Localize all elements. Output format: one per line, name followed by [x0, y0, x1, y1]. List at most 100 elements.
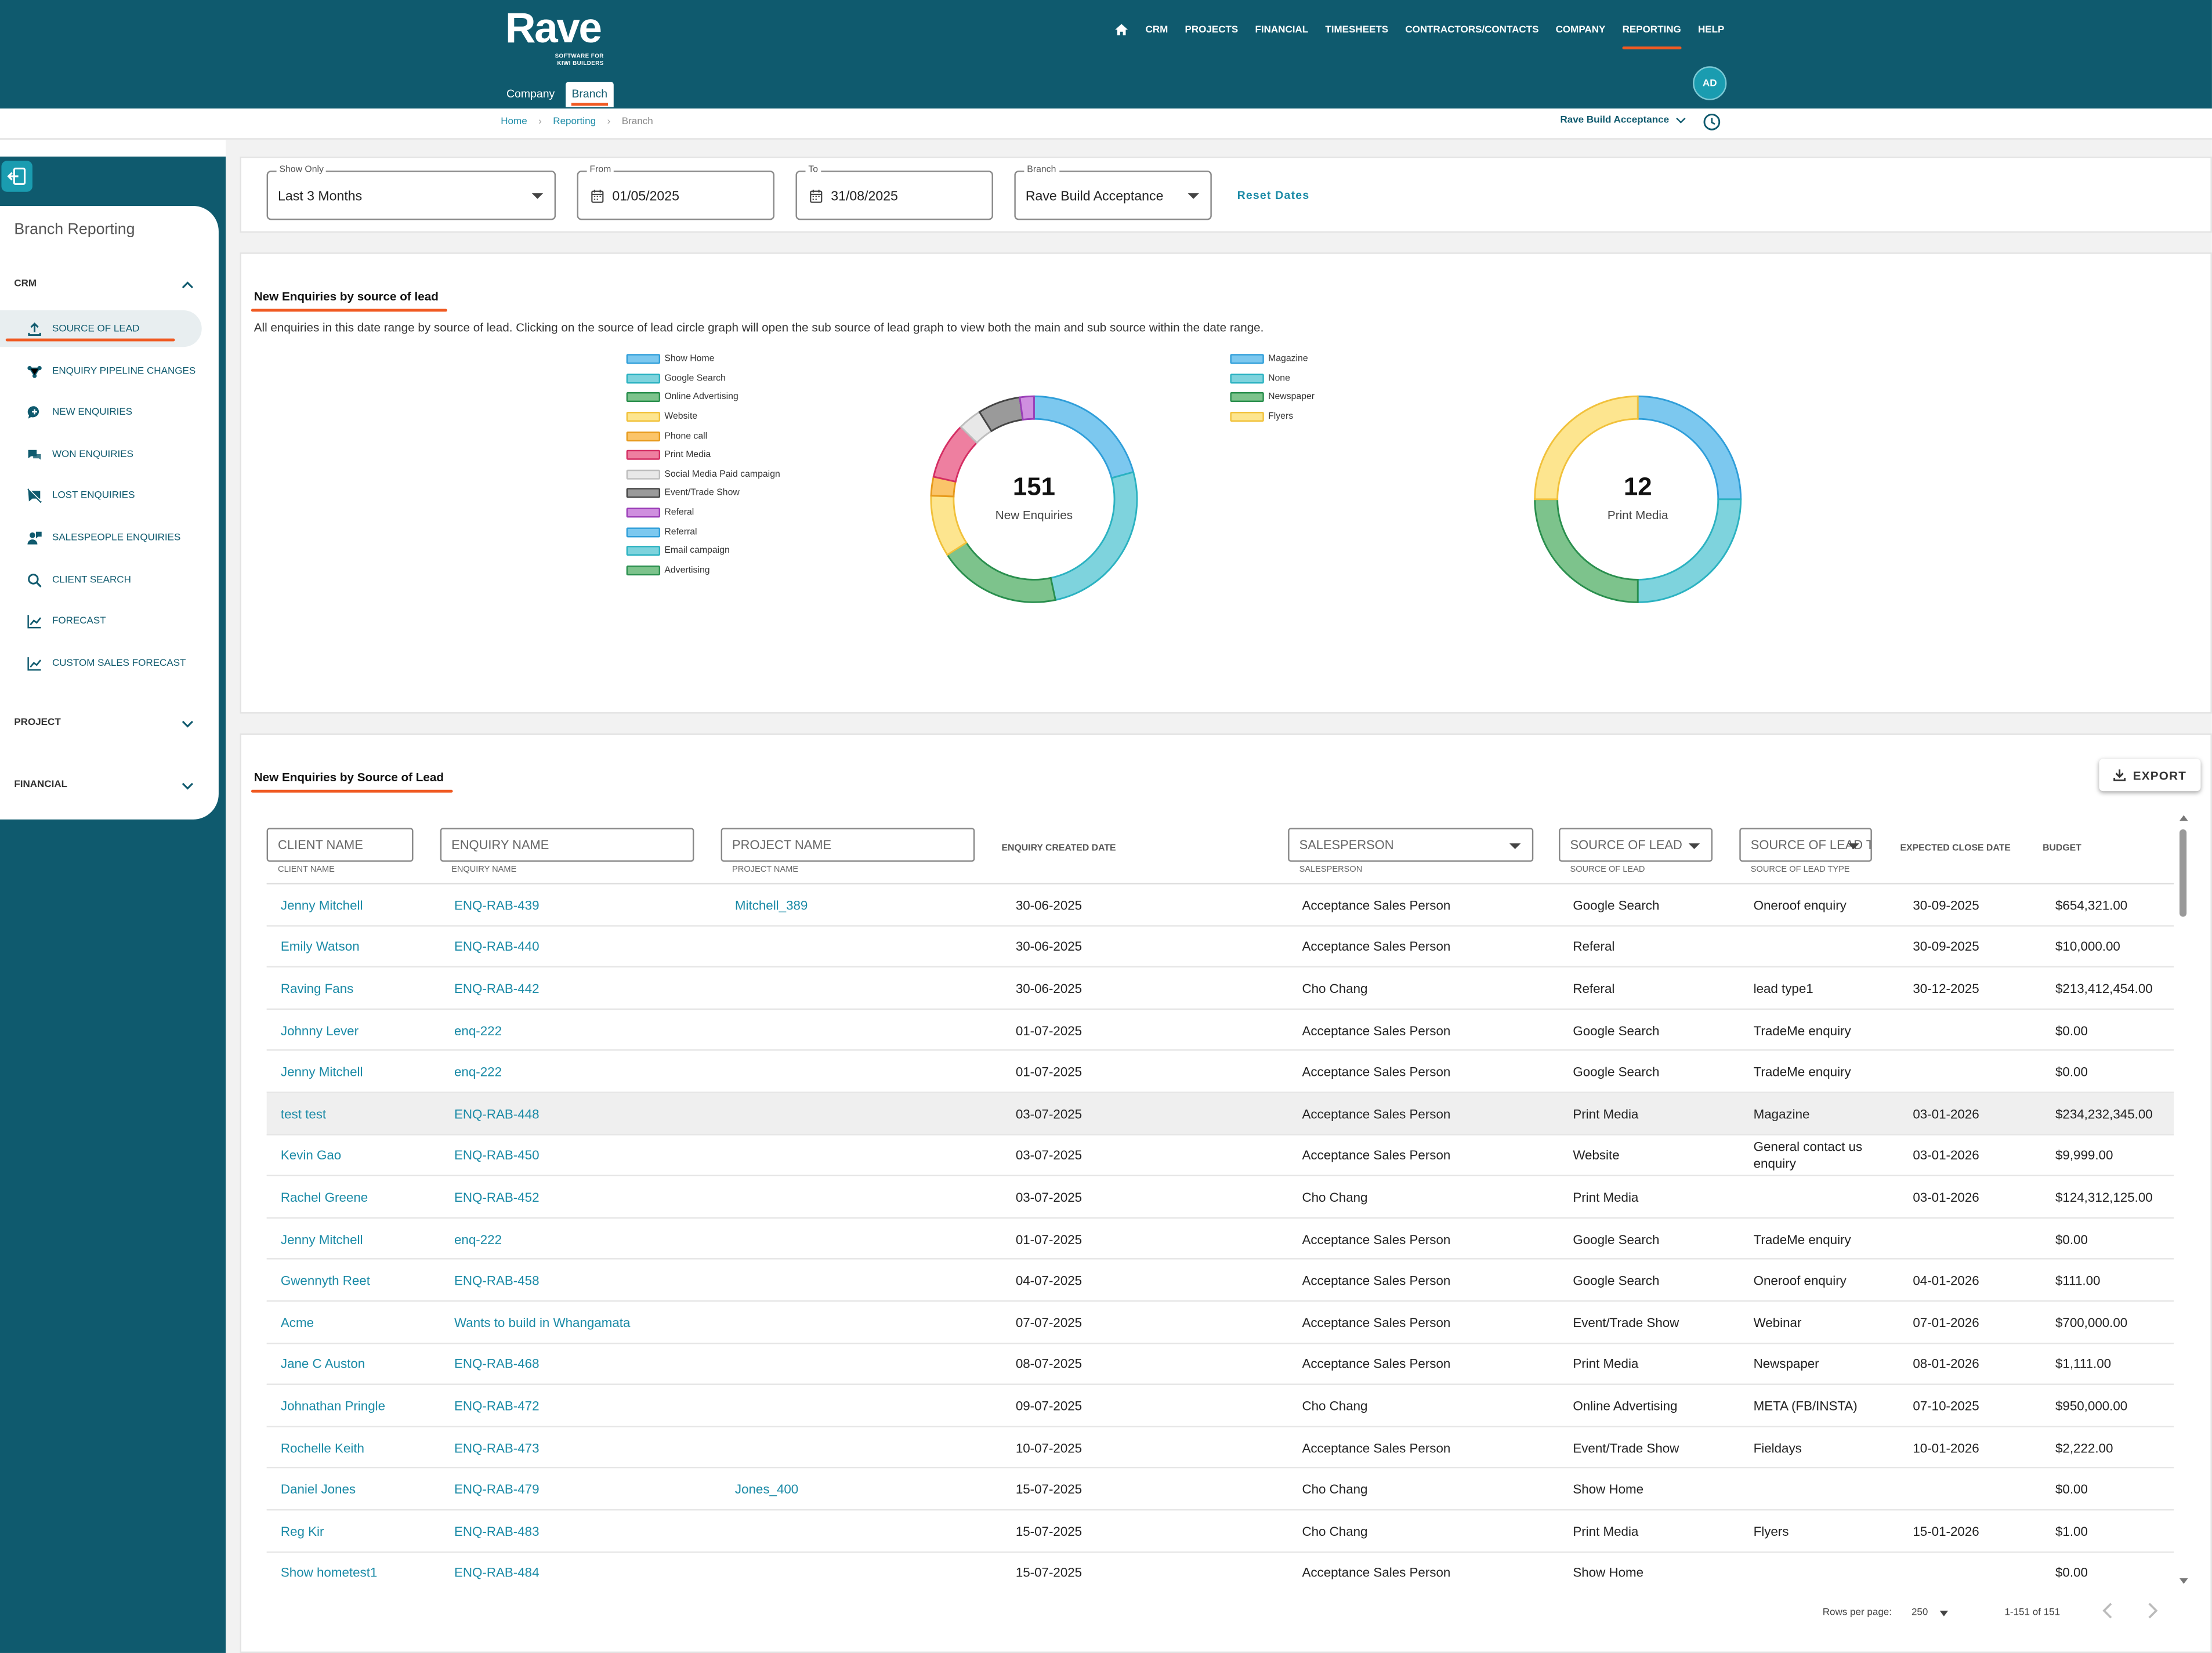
table-cell[interactable]: Jenny Mitchell [280, 898, 363, 912]
table-row[interactable]: Emily Watson ENQ-RAB-440 30-06-2025 Accepta… [266, 926, 2174, 968]
table-row[interactable]: Daniel Jones ENQ-RAB-479 Jones_400 15-07-20… [266, 1469, 2174, 1511]
sidebar-item-client-search[interactable]: CLIENT SEARCH [0, 561, 202, 598]
rave-logo[interactable]: Rave SOFTWARE FOR KIWI BUILDERS [497, 6, 610, 67]
new-enquiries-donut-chart[interactable] [921, 386, 1147, 612]
legend-item[interactable]: Website [626, 407, 780, 426]
donut-slice[interactable] [1534, 395, 1639, 501]
table-cell[interactable]: Reg Kir [280, 1524, 324, 1539]
nav-financial[interactable]: FINANCIAL [1255, 25, 1309, 35]
tab-company[interactable]: Company [506, 87, 555, 100]
table-cell[interactable]: enq-222 [454, 1023, 502, 1038]
table-cell[interactable]: ENQ-RAB-484 [454, 1566, 540, 1580]
enquiry-name-filter[interactable]: ENQUIRY NAME [440, 828, 694, 862]
project-name-filter[interactable]: PROJECT NAME [721, 828, 975, 862]
legend-item[interactable]: Referral [626, 523, 780, 542]
legend-item[interactable]: Magazine [1230, 350, 1315, 369]
donut-slice[interactable] [946, 541, 1057, 603]
history-clock-icon[interactable] [1703, 113, 1721, 132]
rows-per-page-select[interactable]: 250 [1911, 1608, 1948, 1618]
table-row[interactable]: Kevin Gao ENQ-RAB-450 03-07-2025 Acceptance… [266, 1135, 2174, 1177]
table-cell[interactable]: Johnathan Pringle [280, 1399, 386, 1413]
table-row[interactable]: Gwennyth Reet ENQ-RAB-458 04-07-2025 Accept… [266, 1260, 2174, 1302]
table-row[interactable]: Johnny Lever enq-222 01-07-2025 Acceptance … [266, 1010, 2174, 1052]
sidebar-item-forecast[interactable]: FORECAST [0, 602, 202, 639]
table-cell[interactable]: Show hometest1 [280, 1566, 378, 1580]
nav-company[interactable]: COMPANY [1555, 25, 1606, 35]
column-header-enquiry-created-date[interactable]: ENQUIRY CREATED DATE [1001, 843, 1116, 854]
legend-item[interactable]: Referal [626, 503, 780, 523]
table-cell[interactable]: ENQ-RAB-450 [454, 1148, 540, 1163]
client-name-filter[interactable]: CLIENT NAME [266, 828, 414, 862]
table-row[interactable]: Johnathan Pringle ENQ-RAB-472 09-07-2025 Ch… [266, 1385, 2174, 1427]
source-of-lead-filter[interactable]: SOURCE OF LEAD [1559, 828, 1713, 862]
sidebar-item-won-enquiries[interactable]: WON ENQUIRIES [0, 436, 202, 472]
sidebar-item-lost-enquiries[interactable]: LOST ENQUIRIES [0, 477, 202, 513]
table-row[interactable]: Reg Kir ENQ-RAB-483 15-07-2025 Cho Chang Pri… [266, 1510, 2174, 1553]
column-header-budget[interactable]: BUDGET [2043, 843, 2081, 854]
table-cell[interactable]: ENQ-RAB-468 [454, 1357, 540, 1372]
sidebar-group-project[interactable]: PROJECT [14, 718, 194, 728]
donut-slice[interactable] [1033, 395, 1135, 479]
salesperson-filter[interactable]: SALESPERSON [1288, 828, 1534, 862]
sidebar-item-source-of-lead[interactable]: SOURCE OF LEAD [0, 310, 202, 347]
breadcrumb-home[interactable]: Home [501, 117, 527, 127]
to-date-field[interactable]: To 31/08/2025 [795, 165, 993, 220]
table-cell[interactable]: Emily Watson [280, 940, 360, 954]
legend-item[interactable]: None [1230, 369, 1315, 388]
previous-page-icon[interactable] [2099, 1601, 2116, 1621]
table-row[interactable]: Show hometest1 ENQ-RAB-484 15-07-2025 Accep… [267, 1552, 2174, 1581]
legend-item[interactable]: Newspaper [1230, 388, 1315, 407]
table-row[interactable]: test test ENQ-RAB-448 03-07-2025 Acceptance… [266, 1093, 2174, 1135]
table-row[interactable]: Rochelle Keith ENQ-RAB-473 10-07-2025 Accep… [266, 1427, 2174, 1469]
source-of-lead-type-filter[interactable]: SOURCE OF LEAD TYPE [1739, 828, 1872, 862]
table-cell[interactable]: ENQ-RAB-479 [454, 1482, 540, 1497]
sidebar-item-salespeople-enquiries[interactable]: SALESPEOPLE ENQUIRIES [0, 519, 202, 556]
legend-item[interactable]: Phone call [626, 426, 780, 445]
table-cell[interactable]: ENQ-RAB-452 [454, 1190, 540, 1205]
nav-help[interactable]: HELP [1697, 25, 1725, 35]
table-row[interactable]: Raving Fans ENQ-RAB-442 30-06-2025 Cho Chan… [266, 968, 2174, 1010]
tab-branch[interactable]: Branch [566, 82, 613, 107]
exit-sidebar-button[interactable] [1, 161, 32, 192]
table-cell[interactable]: test test [280, 1107, 327, 1121]
table-cell[interactable]: Jones_400 [734, 1482, 799, 1497]
legend-item[interactable]: Print Media [626, 445, 780, 465]
sidebar-item-new-enquiries[interactable]: NEW ENQUIRIES [0, 393, 202, 430]
next-page-icon[interactable] [2144, 1601, 2161, 1621]
sidebar-group-financial[interactable]: FINANCIAL [14, 780, 194, 790]
reset-dates-button[interactable]: Reset Dates [1237, 188, 1310, 202]
table-cell[interactable]: Jane C Auston [280, 1357, 365, 1372]
nav-contractors-contacts[interactable]: CONTRACTORS/CONTACTS [1405, 25, 1539, 35]
table-row[interactable]: Acme Wants to build in Whangamata 07-07-20… [266, 1302, 2174, 1344]
table-cell[interactable]: enq-222 [454, 1232, 502, 1246]
legend-item[interactable]: Event/Trade Show [626, 484, 780, 503]
legend-item[interactable]: Google Search [626, 369, 780, 388]
table-cell[interactable]: Kevin Gao [280, 1148, 342, 1163]
sidebar-item-custom-sales-forecast[interactable]: CUSTOM SALES FORECAST [0, 644, 202, 681]
table-cell[interactable]: ENQ-RAB-458 [454, 1274, 540, 1288]
table-cell[interactable]: enq-222 [454, 1065, 502, 1079]
column-header-expected-close-date[interactable]: EXPECTED CLOSE DATE [1900, 843, 2011, 854]
scroll-up-arrow-icon[interactable] [2179, 815, 2188, 821]
branch-filter-select[interactable]: Branch Rave Build Acceptance [1014, 165, 1212, 220]
table-cell[interactable]: Gwennyth Reet [280, 1274, 370, 1288]
export-button[interactable]: EXPORT [2099, 759, 2201, 792]
table-cell[interactable]: Daniel Jones [280, 1482, 356, 1497]
table-cell[interactable]: Mitchell_389 [734, 898, 808, 912]
table-cell[interactable]: Rachel Greene [280, 1190, 368, 1205]
legend-item[interactable]: Advertising [626, 561, 780, 580]
legend-item[interactable]: Email campaign [626, 542, 780, 561]
scroll-down-arrow-icon[interactable] [2179, 1578, 2188, 1584]
print-media-donut-chart[interactable] [1525, 386, 1751, 612]
user-avatar[interactable]: AD [1693, 66, 1727, 100]
sidebar-group-crm[interactable]: CRM [14, 279, 194, 289]
legend-item[interactable]: Show Home [626, 350, 780, 369]
table-scrollbar[interactable] [2178, 815, 2189, 1584]
table-row[interactable]: Jenny Mitchell enq-222 01-07-2025 Acceptanc… [266, 1052, 2174, 1093]
table-cell[interactable]: ENQ-RAB-448 [454, 1107, 540, 1121]
table-cell[interactable]: ENQ-RAB-439 [454, 898, 540, 912]
donut-slice[interactable] [1019, 395, 1035, 421]
nav-timesheets[interactable]: TIMESHEETS [1325, 25, 1389, 35]
nav-projects[interactable]: PROJECTS [1185, 25, 1239, 35]
table-cell[interactable]: ENQ-RAB-442 [454, 981, 540, 996]
